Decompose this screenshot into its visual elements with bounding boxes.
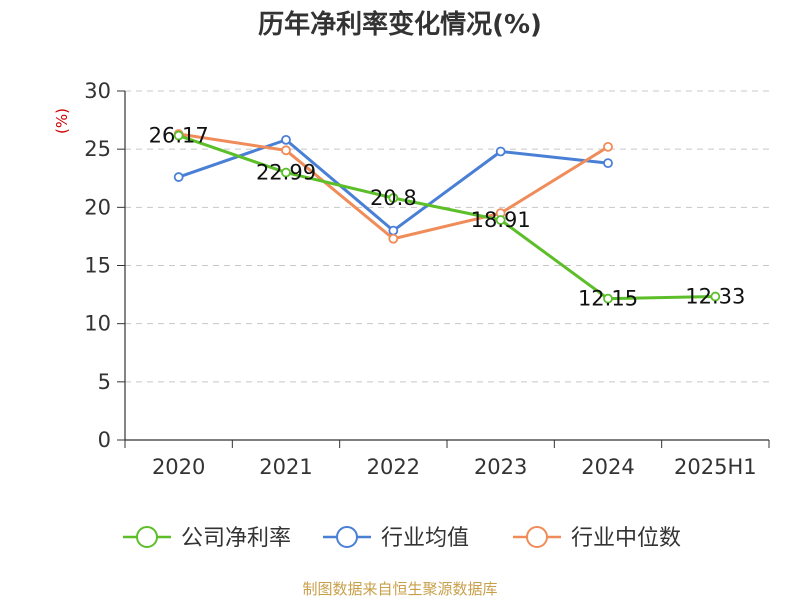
- legend-marker-2: [526, 526, 548, 548]
- data-point-s1-2021: [281, 134, 291, 145]
- data-point-s0-2023: [495, 215, 506, 225]
- data-point-s0-2022: [388, 193, 399, 203]
- data-point-s0-2025H1: [710, 291, 721, 302]
- legend-marker-1: [336, 526, 358, 548]
- x-tick-label-2025H1: 2025H1: [674, 455, 757, 479]
- x-tick-label-2024: 2024: [581, 455, 634, 479]
- x-tick-label-2021: 2021: [259, 455, 312, 479]
- legend-label-0: 公司净利率: [181, 526, 291, 551]
- data-point-s0-2020: [173, 130, 184, 141]
- data-point-s1-2024: [603, 158, 613, 169]
- legend-label-1: 行业均值: [381, 526, 469, 551]
- data-label-2020: 26.17: [149, 124, 209, 148]
- chart-title: 历年净利率变化情况(%): [258, 10, 542, 40]
- data-label-2024: 12.15: [578, 287, 638, 311]
- y-tick-label-20: 20: [84, 195, 111, 219]
- data-point-s2-2022: [388, 233, 399, 244]
- y-tick-label-15: 15: [84, 254, 111, 278]
- data-point-s2-2021: [281, 145, 291, 156]
- data-label-2022: 20.8: [370, 186, 417, 210]
- y-tick-label-0: 0: [98, 428, 111, 452]
- y-tick-label-30: 30: [84, 79, 111, 103]
- y-tick-label-5: 5: [98, 370, 111, 394]
- y-tick-label-10: 10: [84, 312, 111, 336]
- data-point-s1-2020: [173, 172, 184, 182]
- data-point-s0-2021: [281, 167, 291, 178]
- data-label-2025H1: 12.33: [685, 285, 745, 309]
- x-tick-label-2020: 2020: [152, 455, 205, 479]
- x-tick-label-2022: 2022: [367, 455, 420, 479]
- x-tick-label-2023: 2023: [474, 455, 527, 479]
- data-point-s0-2024: [603, 293, 613, 304]
- data-point-s1-2023: [495, 146, 506, 157]
- data-label-2023: 18.91: [471, 208, 531, 232]
- data-label-2021: 22.99: [256, 161, 316, 185]
- legend-label-2: 行业中位数: [571, 526, 681, 551]
- legend-marker-0: [136, 526, 158, 548]
- series-line-0: [178, 134, 716, 301]
- data-point-s2-2024: [603, 141, 613, 152]
- y-tick-label-25: 25: [84, 137, 111, 161]
- data-source-label: 制图数据来自恒生聚源数据库: [302, 580, 498, 598]
- data-point-s1-2022: [388, 225, 399, 236]
